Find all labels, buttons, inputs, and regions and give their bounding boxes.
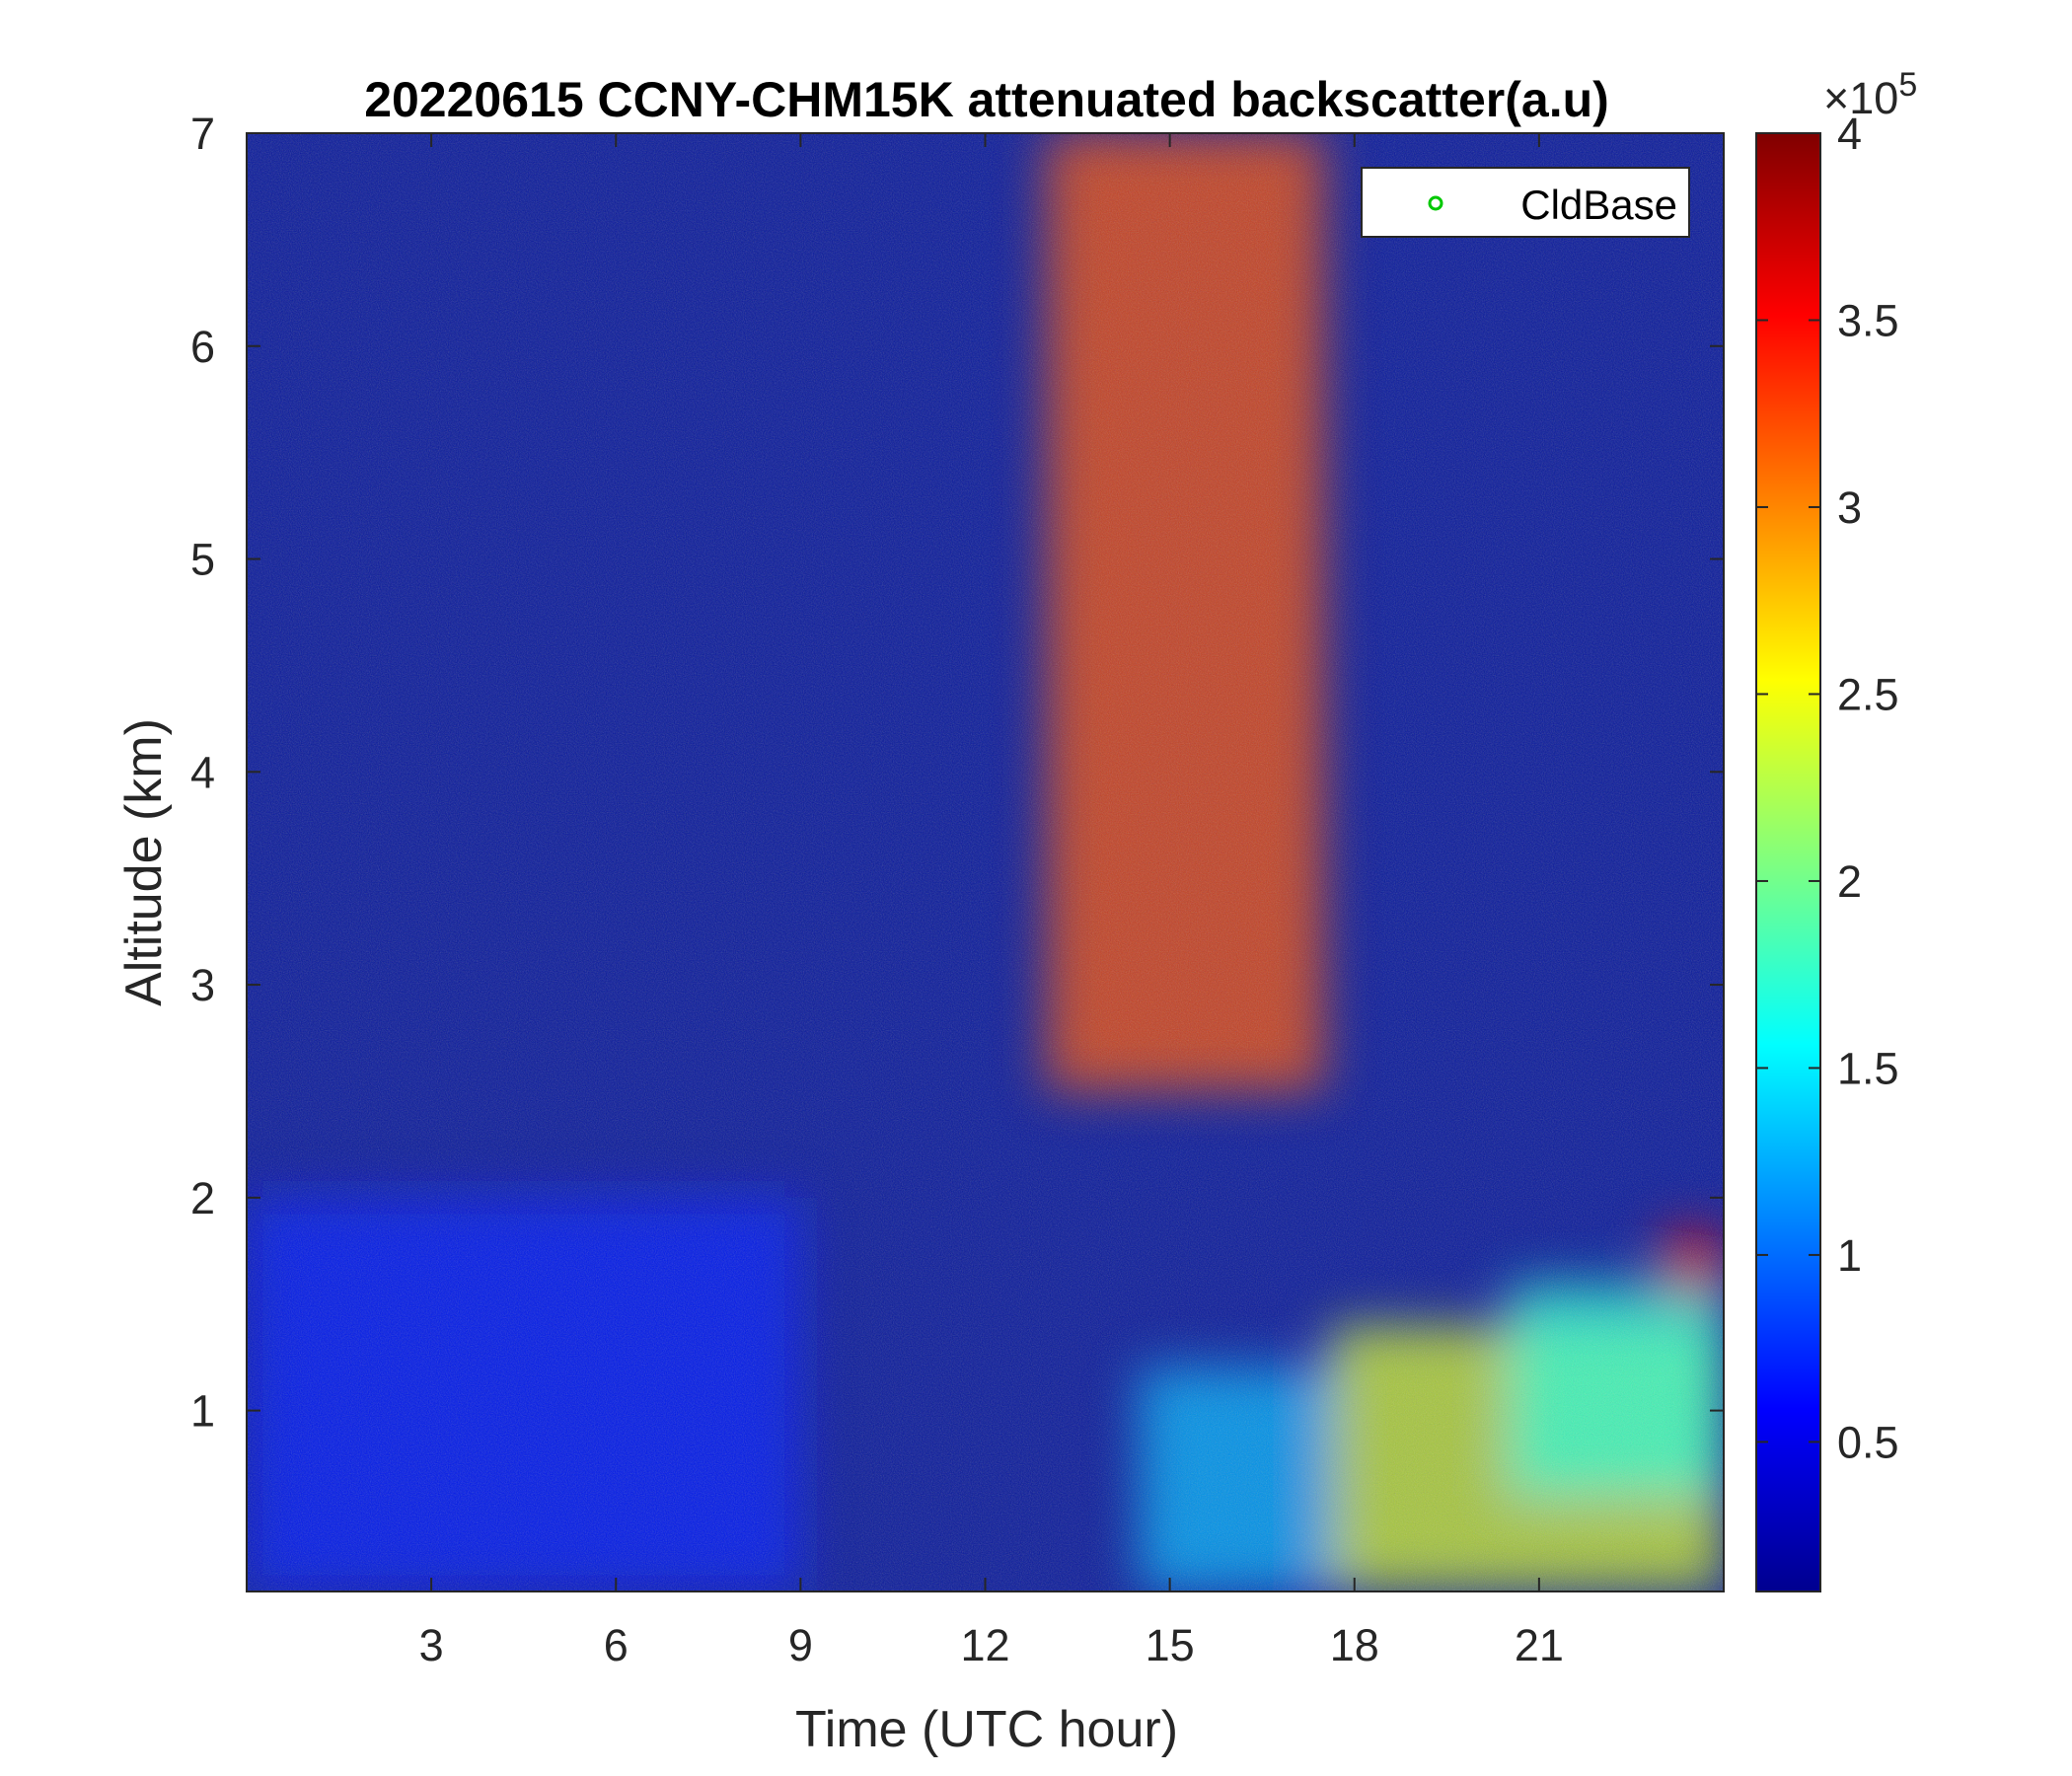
- y-tick-label-1: 1: [190, 1386, 215, 1437]
- y-axis: 1 2 3 4 5 6 7: [190, 109, 1724, 1437]
- colorbar-frame: [1755, 132, 1821, 1592]
- colorbar: 0.5 1 1.5 2 2.5 3 3.5 4 ×105: [1755, 66, 1917, 1592]
- heatmap-noise: [247, 133, 1724, 1591]
- y-tick-label-5: 5: [190, 535, 215, 585]
- colorbar-ticks: 0.5 1 1.5 2 2.5 3 3.5 4: [1756, 109, 1899, 1467]
- y-tick-label-6: 6: [190, 322, 215, 372]
- colorbar-tick-label-0.5: 0.5: [1837, 1417, 1899, 1467]
- colorbar-multiplier: ×105: [1823, 66, 1917, 123]
- x-axis: 3 6 9 12 15 18 21: [419, 133, 1564, 1670]
- colorbar-tick-label-3.5: 3.5: [1837, 295, 1899, 345]
- colorbar-multiplier-exponent: 5: [1898, 66, 1917, 104]
- heatmap-area: [247, 133, 1724, 1591]
- legend-marker-cldbase: [1428, 195, 1443, 211]
- colorbar-multiplier-prefix: ×10: [1823, 73, 1898, 123]
- colorbar-tick-label-1: 1: [1837, 1230, 1862, 1281]
- colorbar-tick-label-4: 4: [1837, 109, 1862, 159]
- x-tick-label-12: 12: [960, 1620, 1009, 1670]
- x-axis-label: Time (UTC hour): [795, 1701, 1178, 1758]
- colorbar-gradient: [1756, 133, 1820, 1591]
- x-tick-label-9: 9: [788, 1620, 813, 1670]
- colorbar-tick-label-2: 2: [1837, 856, 1862, 907]
- colorbar-tick-label-2.5: 2.5: [1837, 669, 1899, 719]
- legend: CldBase: [1361, 167, 1690, 238]
- colorbar-tick-label-1.5: 1.5: [1837, 1043, 1899, 1093]
- legend-box: [1361, 167, 1690, 238]
- x-tick-label-18: 18: [1330, 1620, 1379, 1670]
- x-tick-label-3: 3: [419, 1620, 444, 1670]
- x-tick-label-21: 21: [1515, 1620, 1564, 1670]
- y-axis-label: Altitude (km): [115, 718, 173, 1006]
- colorbar-tick-label-3: 3: [1837, 482, 1862, 533]
- x-tick-label-15: 15: [1146, 1620, 1195, 1670]
- y-tick-label-4: 4: [190, 747, 215, 797]
- y-tick-label-7: 7: [190, 109, 215, 159]
- chart-title: 20220615 CCNY-CHM15K attenuated backscat…: [364, 72, 1609, 127]
- x-tick-label-6: 6: [604, 1620, 629, 1670]
- legend-label-cldbase: CldBase: [1520, 182, 1677, 228]
- y-tick-label-3: 3: [190, 960, 215, 1010]
- y-tick-label-2: 2: [190, 1173, 215, 1223]
